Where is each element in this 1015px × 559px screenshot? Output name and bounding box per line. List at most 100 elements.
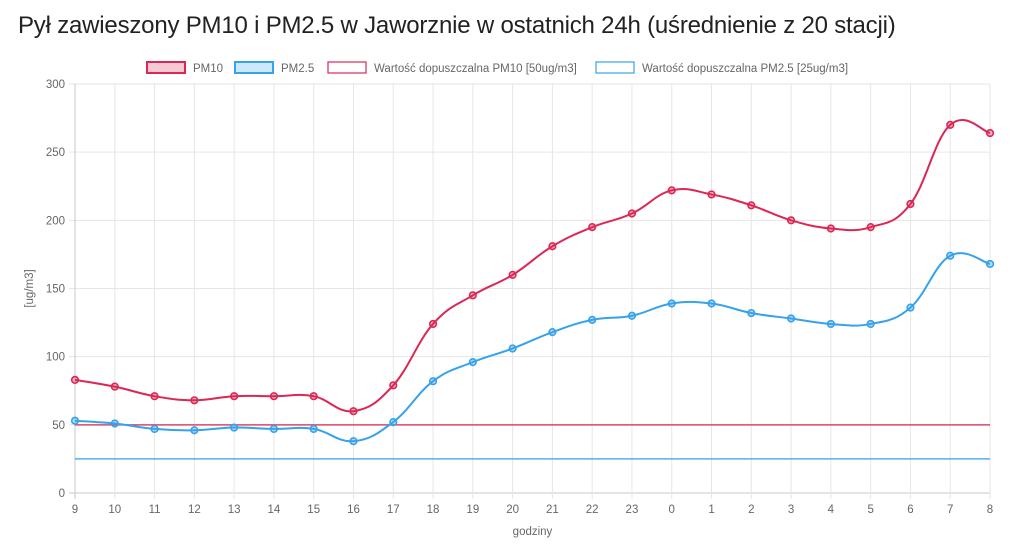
data-point-pm25[interactable] — [389, 418, 398, 427]
data-point-pm10[interactable] — [866, 223, 875, 232]
x-tick-label: 16 — [347, 504, 360, 516]
x-tick-label: 19 — [466, 504, 479, 516]
data-point-pm10[interactable] — [269, 392, 279, 401]
y-tick-label: 100 — [46, 352, 65, 364]
x-tick-label: 10 — [108, 504, 121, 516]
data-point-pm10[interactable] — [627, 209, 637, 218]
chart-grid — [69, 83, 991, 499]
x-tick-label: 8 — [987, 504, 993, 516]
x-tick-label: 5 — [867, 504, 873, 516]
x-tick-label: 6 — [907, 504, 913, 516]
legend-swatch — [595, 61, 635, 74]
data-point-pm25[interactable] — [468, 358, 477, 367]
data-point-pm25[interactable] — [667, 299, 676, 308]
legend-label: PM2.5 — [281, 63, 314, 75]
data-point-pm10[interactable] — [588, 223, 597, 232]
x-tick-label: 17 — [387, 504, 400, 516]
data-point-pm25[interactable] — [946, 251, 955, 260]
y-tick-label: 250 — [46, 147, 65, 159]
data-point-pm25[interactable] — [349, 437, 358, 446]
x-tick-label: 0 — [669, 504, 675, 516]
chart-series — [70, 118, 995, 460]
data-point-pm25[interactable] — [269, 424, 279, 434]
x-tick-label: 18 — [427, 504, 440, 516]
legend-label: Wartość dopuszczalna PM2.5 [25ug/m3] — [642, 63, 848, 75]
x-tick-label: 1 — [708, 504, 714, 516]
legend-swatch — [146, 61, 186, 74]
series-line-pm10 — [74, 118, 991, 413]
x-tick-label: 15 — [307, 504, 320, 516]
data-point-pm10[interactable] — [906, 199, 915, 209]
page-title: Pył zawieszony PM10 i PM2.5 w Jaworznie … — [18, 12, 896, 39]
data-point-pm10[interactable] — [428, 319, 438, 329]
data-point-pm25[interactable] — [985, 259, 995, 269]
data-point-pm25[interactable] — [707, 299, 716, 308]
data-point-pm10[interactable] — [190, 396, 199, 405]
data-point-pm10[interactable] — [389, 381, 398, 390]
legend-label: PM10 — [193, 63, 223, 75]
y-tick-label: 150 — [46, 284, 65, 296]
x-tick-label: 13 — [228, 504, 241, 516]
legend-swatch — [327, 61, 367, 74]
x-tick-label: 21 — [546, 504, 559, 516]
legend-item[interactable]: PM10 — [146, 61, 223, 75]
data-point-pm10[interactable] — [826, 224, 835, 233]
data-point-pm25[interactable] — [230, 423, 239, 432]
data-point-pm25[interactable] — [508, 344, 517, 353]
data-point-pm25[interactable] — [786, 314, 796, 323]
data-point-pm10[interactable] — [110, 382, 119, 391]
legend-label: Wartość dopuszczalna PM10 [50ug/m3] — [374, 63, 577, 75]
data-point-pm10[interactable] — [946, 120, 955, 129]
data-point-pm25[interactable] — [428, 377, 438, 386]
data-point-pm25[interactable] — [110, 419, 119, 428]
series-line-pm25 — [74, 252, 991, 443]
y-tick-label: 300 — [46, 79, 65, 91]
data-point-pm10[interactable] — [70, 375, 80, 384]
x-tick-label: 3 — [788, 504, 794, 516]
data-point-pm25[interactable] — [309, 424, 318, 434]
y-tick-label: 200 — [46, 215, 65, 227]
data-point-pm10[interactable] — [468, 291, 477, 300]
data-point-pm25[interactable] — [826, 319, 835, 329]
data-point-pm10[interactable] — [230, 392, 239, 401]
data-point-pm25[interactable] — [548, 328, 557, 337]
x-tick-label: 12 — [188, 504, 201, 516]
data-point-pm25[interactable] — [627, 311, 637, 320]
data-point-pm25[interactable] — [588, 315, 597, 324]
x-tick-label: 9 — [72, 504, 78, 516]
legend-item[interactable]: Wartość dopuszczalna PM10 [50ug/m3] — [327, 61, 577, 75]
data-point-pm25[interactable] — [747, 308, 756, 318]
data-point-pm25[interactable] — [906, 303, 915, 312]
data-point-pm10[interactable] — [508, 270, 517, 279]
y-tick-label: 50 — [52, 420, 65, 432]
x-tick-label: 20 — [506, 504, 519, 516]
data-point-pm25[interactable] — [866, 319, 875, 329]
x-tick-label: 23 — [626, 504, 639, 516]
x-tick-label: 22 — [586, 504, 599, 516]
data-point-pm10[interactable] — [747, 201, 756, 210]
data-point-pm10[interactable] — [707, 190, 716, 199]
data-point-pm25[interactable] — [150, 424, 159, 434]
legend-item[interactable]: PM2.5 — [234, 61, 314, 75]
data-point-pm10[interactable] — [667, 186, 676, 195]
x-tick-label: 2 — [748, 504, 754, 516]
legend-item[interactable]: Wartość dopuszczalna PM2.5 [25ug/m3] — [595, 61, 848, 75]
data-point-pm10[interactable] — [349, 407, 358, 416]
data-point-pm10[interactable] — [786, 216, 796, 225]
data-point-pm10[interactable] — [548, 242, 557, 251]
x-tick-label: 11 — [149, 504, 161, 516]
data-point-pm25[interactable] — [190, 426, 199, 435]
data-point-pm10[interactable] — [309, 392, 318, 401]
data-point-pm25[interactable] — [70, 416, 80, 425]
y-axis-title: [ug/m3] — [24, 269, 36, 307]
chart-legend[interactable]: PM10 PM2.5 Wartość dopuszczalna PM10 [50ug… — [146, 61, 848, 75]
x-tick-label: 14 — [268, 504, 281, 516]
x-tick-label: 4 — [828, 504, 835, 516]
x-axis-title: godziny — [513, 526, 553, 538]
y-tick-label: 0 — [59, 488, 65, 500]
data-point-pm10[interactable] — [150, 392, 159, 401]
legend-swatch — [234, 61, 274, 74]
data-point-pm10[interactable] — [985, 128, 995, 138]
